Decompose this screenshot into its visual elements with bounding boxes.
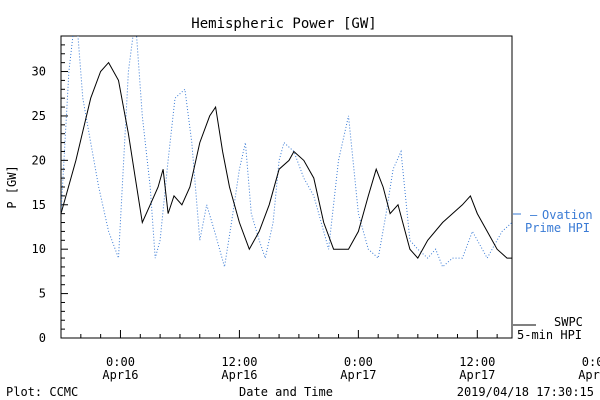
y-tick-label: 20 <box>32 153 46 167</box>
y-tick-label: 15 <box>32 198 46 212</box>
x-tick-label-date: Apr18 <box>578 368 600 382</box>
y-axis-ticks: 0 5 10 15 20 25 30 <box>32 35 68 345</box>
legend-swpc-label-2: 5-min HPI <box>517 328 582 342</box>
legend-ovation-label-1: Ovation <box>542 208 593 222</box>
legend-ovation-prime: – Ovation Prime HPI <box>513 208 593 235</box>
y-tick-label: 10 <box>32 242 46 256</box>
x-tick-label-date: Apr17 <box>340 368 376 382</box>
y-tick-label: 5 <box>39 287 46 301</box>
legend-ovation-dash: – <box>530 208 538 222</box>
x-tick-label-time: 0:00 <box>344 355 373 369</box>
y-tick-label: 0 <box>39 331 46 345</box>
x-tick-label-date: Apr17 <box>459 368 495 382</box>
legend-swpc: SWPC 5-min HPI <box>513 315 583 342</box>
plot-frame <box>60 35 513 339</box>
x-tick-label-date: Apr16 <box>221 368 257 382</box>
swpc-series-line <box>61 61 512 259</box>
x-tick-label-time: 0:00 <box>106 355 135 369</box>
x-tick-label-time: 12:00 <box>459 355 495 369</box>
chart-title: Hemispheric Power [GW] <box>191 16 376 32</box>
legend-ovation-label-2: Prime HPI <box>525 221 590 235</box>
footer-plot-credit: Plot: CCMC <box>6 385 78 399</box>
x-tick-label-date: Apr16 <box>102 368 138 382</box>
ovation-prime-series-line <box>61 36 512 268</box>
x-tick-label-time: 12:00 <box>221 355 257 369</box>
footer-timestamp: 2019/04/18 17:30:15 <box>457 385 594 399</box>
x-axis-ticks: 0:00Apr1612:00Apr160:00Apr1712:00Apr170:… <box>60 330 600 382</box>
x-axis-label: Date and Time <box>239 385 333 399</box>
x-tick-label-time: 0:00 <box>582 355 600 369</box>
series-layer <box>61 36 512 268</box>
legend-swpc-label-1: SWPC <box>554 315 583 329</box>
y-axis-label: P [GW] <box>5 165 19 208</box>
y-tick-label: 25 <box>32 109 46 123</box>
y-tick-label: 30 <box>32 65 46 79</box>
